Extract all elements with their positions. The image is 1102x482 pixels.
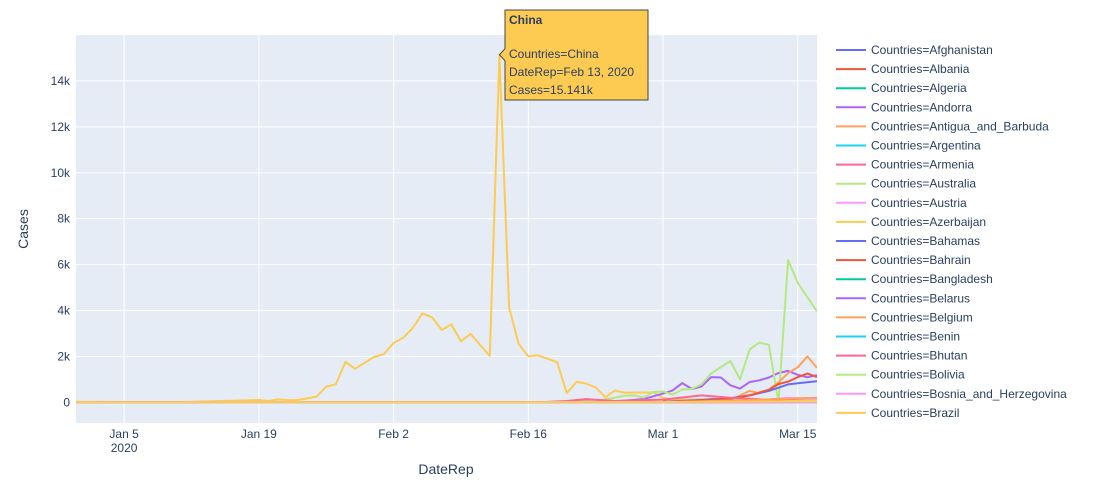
y-axis-ticks: 0 2k 4k 6k 8k 10k 12k 14k [51, 74, 71, 409]
y-axis-title: Cases [15, 209, 31, 249]
x-tick-label: Feb 16 [510, 427, 548, 441]
y-tick-label: 2k [57, 349, 71, 363]
legend-label: Countries=Belarus [871, 291, 970, 305]
y-tick-label: 8k [57, 212, 71, 226]
legend-label: Countries=Belgium [871, 310, 973, 324]
tooltip-line: Cases=15.141k [509, 83, 594, 97]
legend-label: Countries=Armenia [871, 158, 974, 172]
x-tick-label: Jan 19 [241, 427, 277, 441]
legend-label: Countries=Afghanistan [871, 43, 993, 57]
plot-background [76, 35, 817, 423]
legend-label: Countries=Brazil [871, 406, 959, 420]
legend-item-algeria[interactable]: Countries=Algeria [836, 81, 967, 95]
legend-label: Countries=Austria [871, 196, 967, 210]
legend-item-antigua-and-barbuda[interactable]: Countries=Antigua_and_Barbuda [836, 119, 1049, 133]
legend-item-andorra[interactable]: Countries=Andorra [836, 100, 972, 114]
legend-label: Countries=Bolivia [871, 368, 965, 382]
legend-item-bhutan[interactable]: Countries=Bhutan [836, 349, 967, 363]
series-line-korea[interactable] [547, 394, 818, 403]
legend-item-belgium[interactable]: Countries=Belgium [836, 310, 973, 324]
legend[interactable]: Countries=Afghanistan Countries=Albania Co… [836, 43, 1067, 420]
legend-item-bahrain[interactable]: Countries=Bahrain [836, 253, 971, 267]
x-tick-label: Jan 5 [109, 427, 139, 441]
legend-item-argentina[interactable]: Countries=Argentina [836, 139, 981, 153]
legend-label: Countries=Bhutan [871, 349, 967, 363]
legend-item-bolivia[interactable]: Countries=Bolivia [836, 368, 965, 382]
hover-tooltip: China Countries=China DateRep=Feb 13, 2020… [498, 9, 649, 101]
x-tick-label: Feb 2 [378, 427, 409, 441]
y-tick-label: 4k [57, 304, 71, 318]
series-lines[interactable] [76, 53, 818, 404]
series-line-brazil[interactable] [76, 400, 817, 404]
x-tick-label: Mar 15 [779, 427, 817, 441]
x-tick-label: Mar 1 [648, 427, 679, 441]
legend-label: Countries=Andorra [871, 100, 972, 114]
tooltip-box [498, 9, 649, 101]
legend-label: Countries=Albania [871, 62, 970, 76]
legend-label: Countries=Bahrain [871, 253, 971, 267]
legend-label: Countries=Bahamas [871, 234, 980, 248]
legend-label: Countries=Antigua_and_Barbuda [871, 119, 1049, 133]
legend-item-austria[interactable]: Countries=Austria [836, 196, 967, 210]
y-tick-label: 6k [57, 258, 71, 272]
legend-item-bahamas[interactable]: Countries=Bahamas [836, 234, 980, 248]
series-line-germany[interactable] [662, 372, 817, 403]
y-tick-label: 10k [51, 166, 71, 180]
x-tick-year-label: 2020 [111, 441, 138, 455]
legend-item-armenia[interactable]: Countries=Armenia [836, 158, 974, 172]
legend-item-bangladesh[interactable]: Countries=Bangladesh [836, 272, 993, 286]
x-axis-ticks: Jan 5 Jan 19 Feb 2 Feb 16 Mar 1 Mar 15 2020 [109, 427, 816, 455]
series-line-italy[interactable] [566, 259, 817, 404]
legend-label: Countries=Algeria [871, 81, 967, 95]
legend-item-afghanistan[interactable]: Countries=Afghanistan [836, 43, 993, 57]
tooltip-line: Countries=China [509, 47, 599, 61]
x-axis-title: DateRep [418, 461, 473, 477]
y-tick-label: 0 [63, 395, 70, 409]
legend-item-brazil[interactable]: Countries=Brazil [836, 406, 959, 420]
legend-item-belarus[interactable]: Countries=Belarus [836, 291, 970, 305]
legend-item-bosnia-and-herzegovina[interactable]: Countries=Bosnia_and_Herzegovina [836, 387, 1067, 401]
legend-item-benin[interactable]: Countries=Benin [836, 330, 960, 344]
legend-label: Countries=Bosnia_and_Herzegovina [871, 387, 1067, 401]
y-tick-label: 12k [51, 120, 71, 134]
legend-item-australia[interactable]: Countries=Australia [836, 177, 976, 191]
legend-label: Countries=Australia [871, 177, 976, 191]
tooltip-title: China [509, 13, 543, 27]
legend-item-albania[interactable]: Countries=Albania [836, 62, 970, 76]
legend-label: Countries=Benin [871, 330, 960, 344]
legend-item-azerbaijan[interactable]: Countries=Azerbaijan [836, 215, 986, 229]
legend-label: Countries=Argentina [871, 139, 981, 153]
y-tick-label: 14k [51, 74, 71, 88]
series-line-iran[interactable] [566, 369, 817, 404]
series-line-china[interactable] [76, 53, 817, 404]
tooltip-line: DateRep=Feb 13, 2020 [509, 65, 634, 79]
legend-label: Countries=Bangladesh [871, 272, 993, 286]
legend-label: Countries=Azerbaijan [871, 215, 986, 229]
